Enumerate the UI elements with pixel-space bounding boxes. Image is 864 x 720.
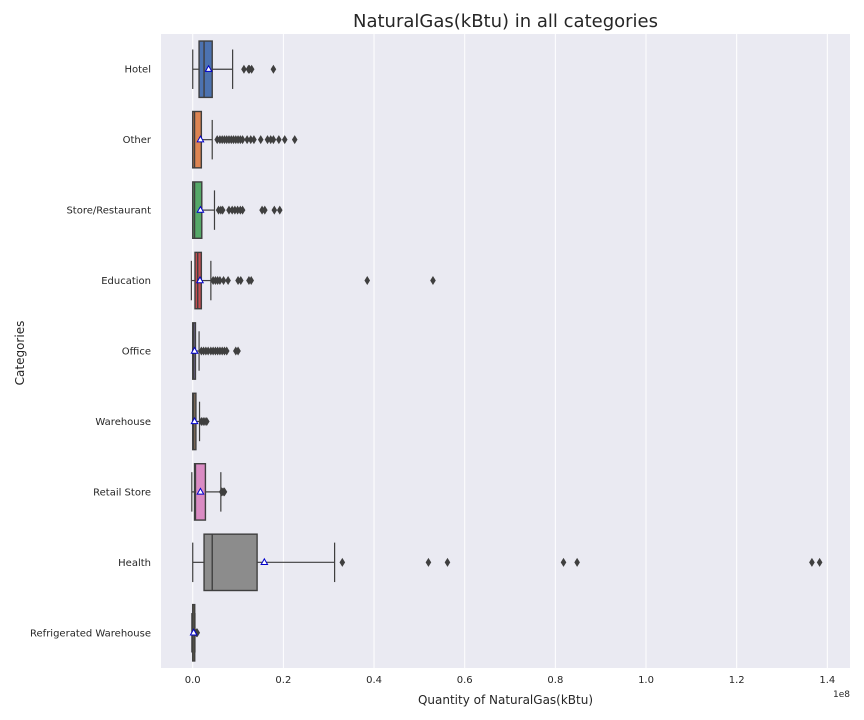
outlier-point bbox=[276, 205, 283, 215]
outlier-point bbox=[257, 135, 264, 145]
outlier-point bbox=[237, 276, 244, 286]
outlier-point bbox=[444, 557, 451, 567]
outlier-point bbox=[430, 276, 436, 286]
x-tick-label: 0.6 bbox=[457, 675, 473, 686]
category-labels: Hotel Other Store/Restaurant Education Offic… bbox=[30, 65, 152, 640]
box-group bbox=[192, 110, 298, 169]
x-tick-label: 1.0 bbox=[638, 675, 654, 686]
outlier-point bbox=[270, 64, 277, 74]
outlier-point bbox=[271, 205, 278, 215]
category-label: Office bbox=[122, 347, 151, 358]
outlier-point bbox=[574, 557, 580, 567]
y-axis-label: Categories bbox=[13, 321, 27, 386]
outlier-point bbox=[816, 557, 823, 567]
outlier-point bbox=[225, 276, 231, 286]
outlier-point bbox=[235, 346, 241, 356]
box-group bbox=[191, 463, 228, 521]
x-axis-label: Quantity of NaturalGas(kBtu) bbox=[418, 693, 593, 707]
outlier-point bbox=[425, 557, 432, 567]
outlier-point bbox=[220, 276, 227, 286]
outlier-point bbox=[239, 135, 246, 145]
outlier-point bbox=[262, 205, 268, 215]
boxes-layer bbox=[189, 40, 823, 662]
outlier-point bbox=[339, 557, 346, 567]
outlier-point bbox=[251, 135, 257, 145]
x-tick-labels: 0.0 0.2 0.4 0.6 0.8 1.0 1.2 1.4 bbox=[185, 675, 836, 686]
outlier-point bbox=[276, 135, 282, 145]
category-label: Store/Restaurant bbox=[66, 206, 151, 217]
outlier-point bbox=[203, 416, 210, 426]
box-group bbox=[190, 322, 241, 380]
category-label: Warehouse bbox=[95, 417, 151, 428]
outlier-point bbox=[221, 487, 228, 497]
outlier-point bbox=[281, 135, 288, 145]
x-tick-label: 1.4 bbox=[819, 675, 835, 686]
box-group bbox=[192, 181, 283, 239]
outlier-point bbox=[291, 135, 298, 145]
box-group bbox=[192, 533, 823, 592]
outlier-point bbox=[219, 205, 226, 215]
outlier-point bbox=[809, 557, 815, 567]
category-label: Retail Store bbox=[93, 487, 151, 498]
x-tick-label: 0.4 bbox=[366, 675, 382, 686]
plot-background bbox=[161, 34, 850, 668]
box-group bbox=[190, 251, 436, 310]
outlier-point bbox=[223, 346, 230, 356]
x-tick-label: 0.0 bbox=[185, 675, 201, 686]
category-label: Hotel bbox=[125, 65, 152, 76]
box-group bbox=[192, 40, 277, 99]
mean-marker bbox=[190, 346, 199, 354]
mean-marker bbox=[189, 628, 198, 636]
mean-marker bbox=[195, 276, 205, 284]
mean-marker bbox=[196, 205, 205, 213]
outlier-point bbox=[270, 135, 277, 145]
mean-marker bbox=[190, 416, 199, 425]
outlier-point bbox=[239, 205, 246, 215]
box bbox=[198, 40, 213, 99]
outlier-point bbox=[248, 64, 255, 74]
x-tick-label: 1.2 bbox=[729, 675, 745, 686]
outlier-point bbox=[264, 135, 271, 145]
outlier-point bbox=[241, 64, 247, 74]
outlier-point bbox=[560, 557, 567, 567]
box-group bbox=[190, 392, 210, 451]
outlier-point bbox=[244, 135, 250, 145]
mean-marker bbox=[196, 135, 205, 143]
x-tick-label: 0.2 bbox=[275, 675, 291, 686]
category-label: Refrigerated Warehouse bbox=[30, 628, 151, 639]
mean-marker bbox=[196, 487, 205, 495]
outlier-point bbox=[364, 276, 371, 286]
chart-title: NaturalGas(kBtu) in all categories bbox=[353, 11, 658, 32]
outlier-point bbox=[226, 205, 232, 215]
outlier-point bbox=[247, 135, 254, 145]
mean-marker bbox=[260, 557, 269, 566]
category-label: Health bbox=[118, 558, 151, 569]
mean-marker bbox=[204, 64, 213, 72]
outlier-point bbox=[248, 276, 255, 286]
category-label: Other bbox=[123, 135, 152, 146]
x-tick-label: 0.8 bbox=[547, 675, 563, 686]
box-group bbox=[189, 603, 201, 662]
category-label: Education bbox=[101, 276, 151, 287]
outlier-point bbox=[217, 276, 223, 286]
x-axis-offset-label: 1e8 bbox=[833, 690, 850, 700]
